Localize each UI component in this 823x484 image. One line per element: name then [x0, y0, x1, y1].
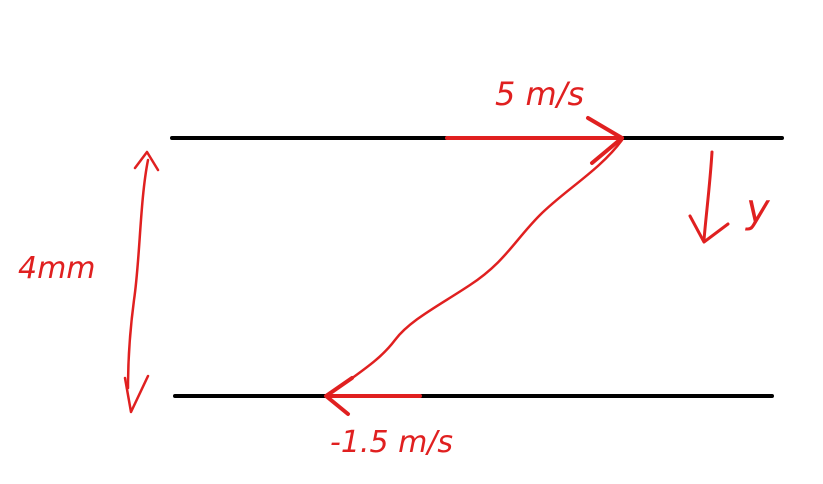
y-axis-arrow [688, 150, 730, 244]
top-velocity-arrow [445, 116, 624, 165]
bottom-velocity-arrow [324, 376, 422, 416]
gap-dimension-bracket [123, 150, 160, 414]
top-velocity-label: 5 m/s [495, 75, 584, 113]
axis-label: y [745, 186, 771, 232]
bottom-velocity-label: -1.5 m/s [330, 425, 453, 460]
velocity-profile-line [331, 138, 624, 394]
gap-label: 4mm [18, 251, 96, 286]
